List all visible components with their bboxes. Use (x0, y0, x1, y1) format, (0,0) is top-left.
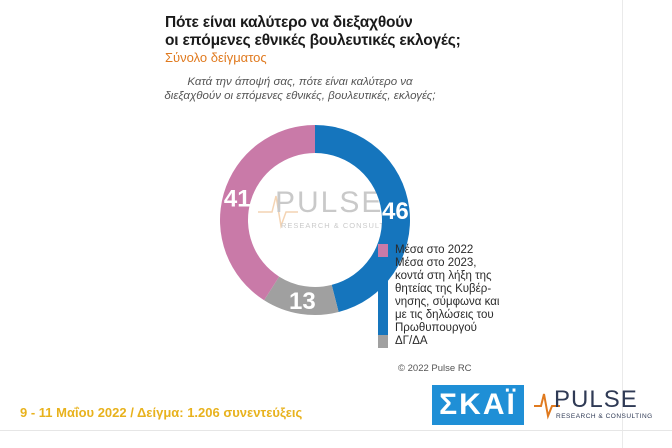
legend-item-2023: Μέσα στο 2023, κοντά στη λήξη της θητείας … (378, 257, 518, 335)
label-dk-na: 13 (289, 288, 316, 315)
question-line-2: διεξαχθούν οι επόμενες εθνικές, βουλευτι… (164, 90, 436, 102)
watermark-word: PULSE (275, 186, 383, 219)
pulse-logo-icon (534, 393, 560, 420)
legend-text-line: Μέσα στο 2023, (395, 257, 477, 269)
legend-text-line: Μέσα στο 2022 (395, 244, 474, 256)
legend-swatch (378, 335, 388, 348)
chart-legend: Μέσα στο 2022 Μέσα στο 2023, κοντά στη λήξ… (378, 244, 518, 348)
title-line-2: οι επόμενες εθνικές βουλευτικές εκλογές; (165, 32, 461, 49)
legend-text-line: Πρωθυπουργού (395, 322, 477, 334)
legend-swatch (378, 244, 388, 257)
pulse-watermark: PULSE RESEARCH & CONSULTING (258, 186, 401, 230)
legend-text-line: με τις δηλώσεις του (395, 309, 494, 321)
survey-question: Κατά την άποψή σας, πότε είναι καλύτερο … (150, 75, 450, 103)
chart-subtitle: Σύνολο δείγματος (165, 50, 267, 65)
question-line-1: Κατά την άποψή σας, πότε είναι καλύτερο … (187, 76, 413, 88)
label-2022: 41 (224, 185, 251, 212)
pulse-logo-word: PULSE (554, 386, 638, 413)
pulse-logo: PULSE RESEARCH & CONSULTING (532, 384, 652, 428)
pulse-logo-sub: RESEARCH & CONSULTING (556, 413, 653, 420)
title-line-1: Πότε είναι καλύτερο να διεξαχθούν (165, 14, 413, 31)
footer-divider (0, 430, 672, 431)
legend-text-line: κοντά στη λήξη της (395, 270, 492, 282)
watermark-sub: RESEARCH & CONSULTING (281, 221, 401, 230)
frame-edge (622, 0, 623, 448)
label-2023: 46 (382, 198, 409, 225)
legend-text-line: θητείας της Κυβέρ- (395, 283, 492, 295)
legend-item-2022: Μέσα στο 2022 (378, 244, 518, 257)
legend-swatch (378, 257, 388, 335)
survey-dates-footer: 9 - 11 Μαΐου 2022 / Δείγμα: 1.206 συνεντ… (20, 405, 303, 420)
watermark-pulse-line (258, 195, 298, 229)
legend-text-line: ΔΓ/ΔΑ (395, 335, 428, 347)
slice-dk-na (264, 276, 339, 316)
skai-logo: ΣΚΑΪ (432, 385, 524, 425)
copyright-text: © 2022 Pulse RC (398, 363, 472, 374)
legend-item-dk-na: ΔΓ/ΔΑ (378, 335, 518, 348)
slice-2022 (220, 125, 315, 301)
legend-text-line: νησης, σύμφωνα και (395, 296, 500, 308)
chart-title: Πότε είναι καλύτερο να διεξαχθούν οι επό… (165, 14, 461, 50)
